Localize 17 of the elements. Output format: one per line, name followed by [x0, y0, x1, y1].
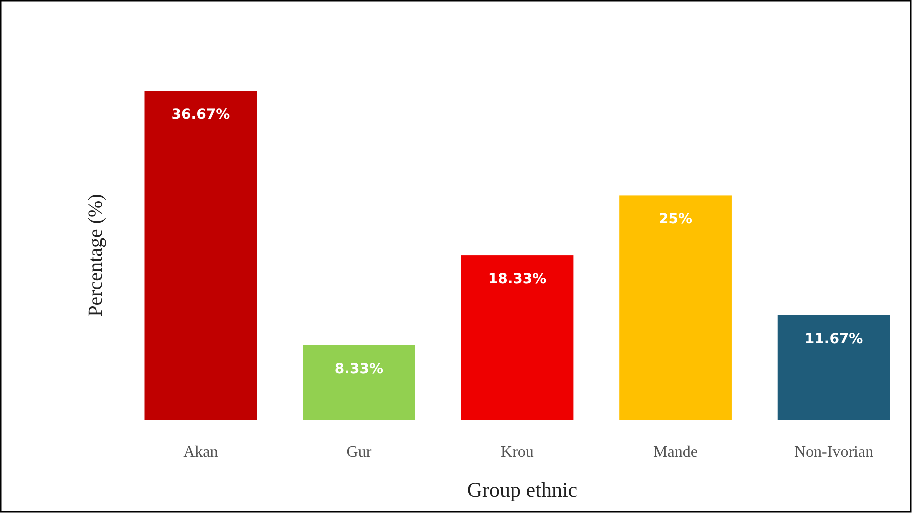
data-label: 8.33% [334, 361, 384, 378]
x-tick-label: Krou [501, 444, 534, 461]
data-label: 36.67% [172, 107, 230, 123]
x-tick-label: Non-Ivorian [794, 444, 874, 461]
bar [144, 91, 258, 420]
x-axis-title: Group ethnic [467, 478, 578, 502]
bar [461, 256, 574, 420]
x-tick-label: Gur [346, 444, 372, 461]
bar [620, 196, 732, 420]
y-axis-title: Percentage (%) [85, 194, 107, 317]
x-tick-label: Akan [184, 444, 218, 461]
x-tick-label: Mande [654, 444, 698, 461]
data-label: 25% [659, 212, 693, 228]
bar [303, 345, 416, 420]
bar [778, 315, 890, 420]
data-label: 11.67% [804, 331, 864, 348]
data-label: 18.33% [488, 272, 547, 288]
